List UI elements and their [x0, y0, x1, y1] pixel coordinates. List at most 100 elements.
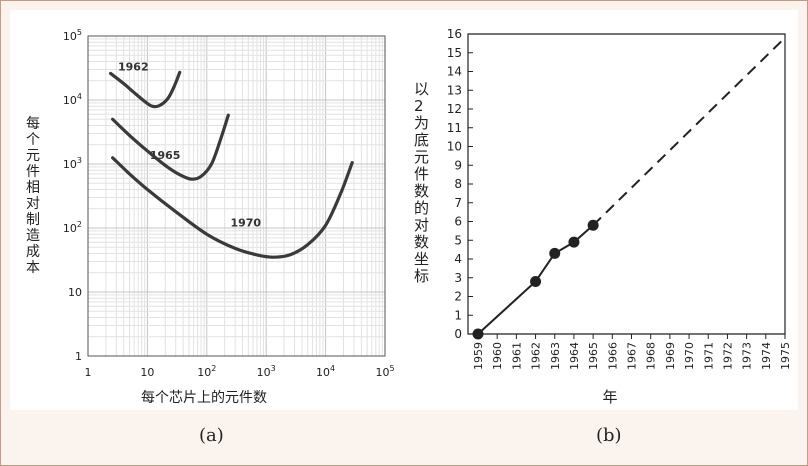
chart-b-x-tick-label: 1969: [664, 342, 677, 370]
chart-b-y-tick-label: 14: [447, 65, 462, 79]
chart-b-x-tick-label: 1967: [626, 342, 639, 370]
chart-a-y-axis-label-char: 制: [26, 212, 40, 228]
chart-a-y-tick-label: 10: [68, 286, 82, 299]
chart-b-y-tick-label: 16: [447, 27, 462, 41]
chart-b-y-tick-label: 12: [447, 102, 462, 116]
chart-b-ticks: [468, 33, 786, 339]
chart-b-x-tick-label: 1962: [530, 342, 543, 370]
chart-a-y-tick-label: 1: [75, 350, 82, 363]
chart-a-series-label-1965: 1965: [150, 149, 181, 162]
chart-b-y-axis-label-char: 元: [414, 148, 429, 166]
caption-b: (b): [596, 425, 622, 446]
chart-a-y-tick-exponent: 3: [77, 156, 82, 165]
chart-a-x-tick-exponent: 2: [211, 364, 216, 373]
chart-b-x-tick-label: 1959: [472, 342, 485, 370]
chart-b-y-tick-label: 1: [454, 308, 462, 322]
chart-a-y-tick-label: 102: [63, 220, 82, 235]
chart-a-x-tick-label: 105: [375, 364, 394, 379]
chart-b-y-axis-label-char: 标: [414, 267, 429, 285]
chart-b-y-tick-label: 4: [454, 252, 462, 266]
caption-a: (a): [199, 425, 224, 446]
chart-b-line-dashed: [592, 37, 786, 226]
chart-a-y-tick-label: 103: [63, 156, 82, 171]
chart-a-y-axis-label-char: 件: [26, 164, 40, 180]
chart-a-plot-frame: [87, 35, 386, 357]
chart-b-x-tick-label: 1972: [721, 342, 734, 370]
chart-b-x-tick-label: 1973: [741, 342, 754, 370]
chart-b-y-axis-label-char: 以: [414, 80, 429, 98]
chart-a-series-layer: 1962 1965 1970: [108, 60, 354, 259]
chart-b-point: [568, 236, 580, 248]
chart-a-y-axis-label: 每个元件相对制造成本: [26, 116, 40, 276]
chart-b-x-tick-label: 1964: [568, 342, 581, 370]
chart-a-x-axis-label: 每个芯片上的元件数: [141, 390, 267, 406]
chart-b-x-tick-label: 1974: [760, 342, 773, 370]
chart-b-markers: [472, 219, 599, 340]
chart-a-curve-1970: [111, 156, 354, 259]
chart-a-y-axis-label-char: 元: [26, 148, 40, 164]
chart-b-point: [472, 328, 484, 340]
chart-b-y-tick-label: 10: [447, 140, 462, 154]
chart-a-y-tick-exponent: 5: [77, 28, 82, 37]
chart-b-y-axis-label-char: 为: [414, 114, 429, 132]
chart-a-y-axis-label-char: 造: [26, 228, 40, 244]
chart-b-x-tick-label: 1970: [683, 342, 696, 370]
chart-a-x-tick-label: 103: [257, 364, 276, 379]
chart-b-series-layer: [477, 37, 786, 335]
chart-a-x-tick-exponent: 4: [330, 364, 335, 373]
chart-b-point: [530, 276, 542, 287]
chart-a-x-tick-exponent: 5: [389, 364, 394, 373]
chart-b-y-axis-label-char: 底: [414, 131, 429, 149]
chart-a-x-tick-label: 102: [197, 364, 216, 379]
chart-a-x-tick-label: 1: [85, 366, 92, 379]
chart-b-y-tick-label: 0: [454, 327, 462, 341]
chart-a-y-axis-label-char: 本: [26, 260, 40, 276]
chart-a-y-tick-label: 105: [63, 28, 82, 43]
chart-a-y-axis-label-char: 个: [26, 132, 40, 148]
chart-a-curve-1962: [108, 70, 182, 109]
chart-b-x-tick-label: 1960: [491, 342, 504, 370]
chart-a-y-axis-label-char: 成: [26, 244, 40, 260]
chart-b-axes: [467, 33, 786, 335]
chart-a-x-tick-exponent: 3: [271, 364, 276, 373]
chart-b-x-tick-label: 1971: [702, 342, 715, 370]
chart-a-grid: [87, 36, 385, 357]
chart-b-y-tick-label: 5: [454, 233, 462, 247]
chart-a-series-label-1962: 1962: [118, 60, 149, 73]
chart-a-y-axis-label-char: 每: [26, 116, 40, 132]
chart-b-x-tick-label: 1975: [779, 342, 792, 370]
chart-a-y-axis-label-char: 相: [26, 180, 40, 196]
chart-b-y-tick-label: 2: [454, 290, 462, 304]
chart-a-y-axis-label-char: 对: [26, 196, 40, 212]
chart-b-y-axis-label-char: 2: [414, 97, 424, 115]
chart-a: 1962 1965 1970 1 10 102 103 104 105 1 10 102 103 104…: [26, 28, 395, 406]
chart-b-x-tick-label: 1966: [606, 342, 619, 370]
chart-a-y-tick-exponent: 2: [77, 220, 82, 229]
chart-b-x-axis-label: 年: [602, 388, 617, 406]
chart-b-y-axis-label-char: 坐: [414, 250, 429, 268]
chart-b-y-tick-label: 11: [447, 121, 462, 135]
chart-b-y-axis-label-char: 数: [414, 182, 429, 200]
chart-b-y-axis-label-char: 的: [414, 199, 429, 217]
chart-b-point: [549, 247, 561, 259]
chart-a-curve-1965: [111, 113, 230, 181]
chart-b-y-tick-label: 3: [454, 271, 462, 285]
chart-a-x-tick-label: 104: [316, 364, 335, 379]
chart-b-y-axis-label: 以 2 为底元件数的对数坐标: [414, 80, 429, 285]
chart-b-x-tick-label: 1965: [587, 342, 600, 370]
figure-panel: 1962 1965 1970 1 10 102 103 104 105 1 10 102 103 104…: [10, 10, 798, 410]
chart-a-y-tick-label: 104: [63, 92, 82, 107]
chart-b-x-tick-label: 1961: [510, 342, 523, 370]
chart-b-y-tick-label: 9: [454, 158, 462, 172]
chart-b-y-axis-label-char: 对: [414, 216, 429, 234]
chart-b-point: [587, 219, 599, 231]
chart-b-y-axis-label-char: 件: [414, 165, 429, 183]
chart-a-y-tick-exponent: 4: [77, 92, 82, 101]
chart-a-series-label-1970: 1970: [230, 217, 261, 230]
chart-b-x-tick-label: 1963: [549, 342, 562, 370]
chart-a-x-tick-label: 10: [140, 366, 154, 379]
chart-b-y-tick-label: 6: [454, 215, 462, 229]
